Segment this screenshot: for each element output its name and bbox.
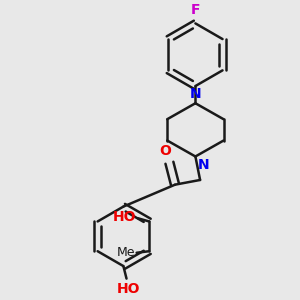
Text: N: N — [198, 158, 209, 172]
Text: O: O — [160, 144, 172, 158]
Text: HO: HO — [113, 210, 136, 224]
Text: F: F — [191, 2, 200, 16]
Text: Me: Me — [117, 246, 135, 259]
Text: N: N — [190, 87, 201, 101]
Text: HO: HO — [116, 282, 140, 296]
